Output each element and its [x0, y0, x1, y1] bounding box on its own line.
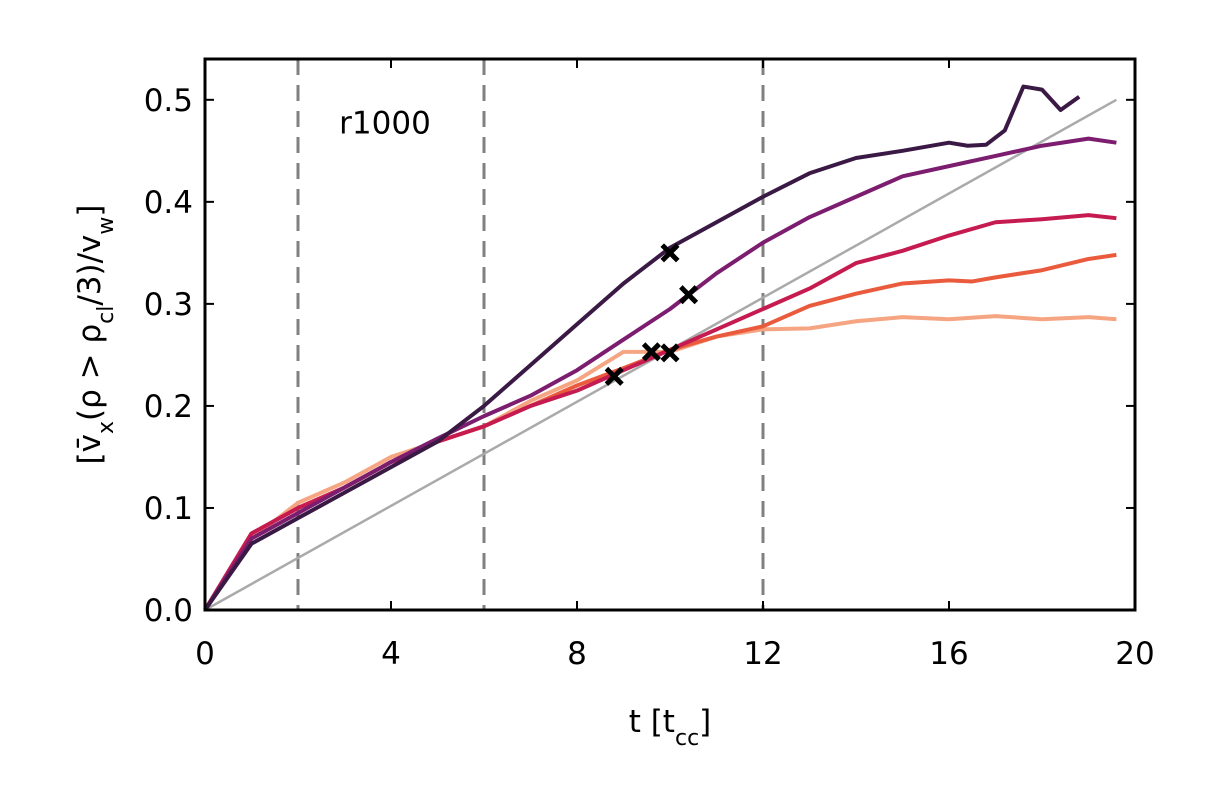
x-tick-label: 4 [381, 636, 401, 672]
x-tick-label: 12 [743, 636, 782, 672]
marker [660, 343, 680, 363]
y-tick-label: 0.1 [144, 491, 193, 527]
y-axis-label-part: cl [94, 306, 119, 324]
y-axis-label-part: [v̄ [72, 434, 108, 464]
x-tick-label: 16 [929, 636, 968, 672]
y-axis-label-part: x [94, 421, 119, 434]
x-tick-label: 8 [567, 636, 587, 672]
x-axis-label-part: ] [699, 704, 711, 740]
y-axis-label-part: w [94, 217, 119, 235]
marker [604, 366, 624, 386]
series-line [203, 213, 1117, 612]
x-axis-label-part: cc [675, 726, 699, 751]
marker [641, 342, 661, 362]
y-tick-label: 0.3 [144, 287, 193, 323]
x-tick-label: 0 [195, 636, 215, 672]
y-axis-label-part: (ρ > ρ [72, 324, 108, 421]
y-axis-label: [v̄x(ρ > ρcl/3)/vw] [72, 204, 119, 464]
x-tick-label: 20 [1115, 636, 1154, 672]
marker [679, 285, 699, 305]
x-axis-label: t [tcc] [629, 704, 712, 751]
series-line [203, 84, 1081, 612]
series-line [203, 314, 1117, 612]
series-line [203, 252, 1117, 612]
marker [660, 243, 680, 263]
y-axis-label-part: /3)/v [72, 235, 108, 306]
y-axis-label-part: ] [72, 204, 108, 216]
series-line [203, 136, 1117, 612]
y-tick-label: 0.2 [144, 389, 193, 425]
annotation: r1000 [339, 106, 431, 142]
y-tick-label: 0.4 [144, 185, 193, 221]
x-axis-label-part: t [t [629, 704, 675, 740]
y-tick-label: 0.5 [144, 83, 193, 119]
y-tick-label: 0.0 [144, 593, 193, 629]
plot-frame [203, 57, 1137, 612]
